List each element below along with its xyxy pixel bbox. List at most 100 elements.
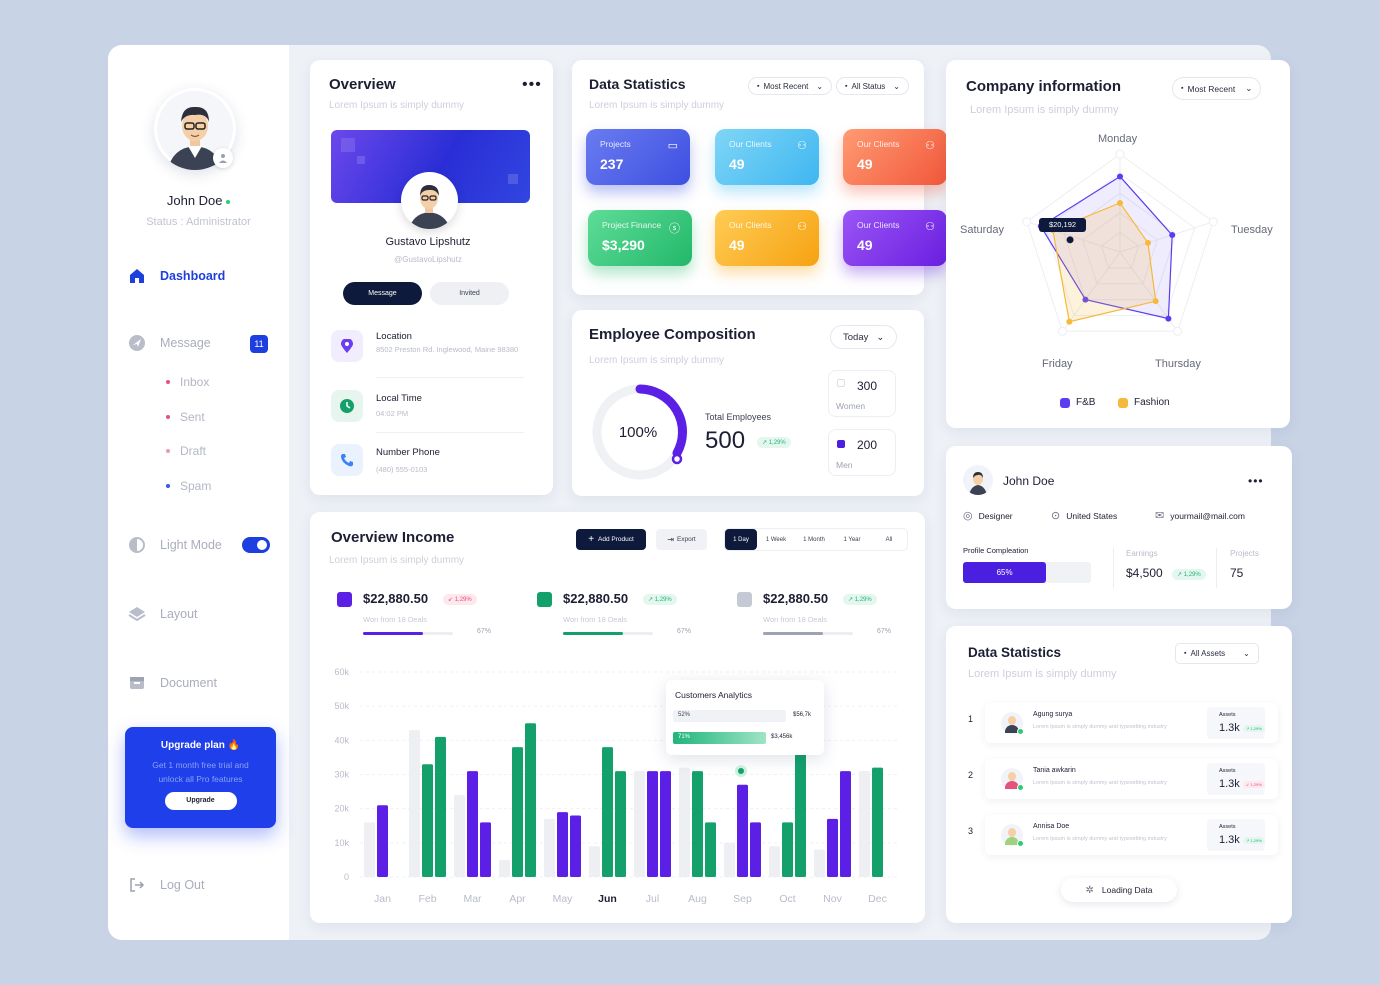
bar-jul[interactable] (634, 771, 645, 877)
assets-title: Data Statistics (968, 645, 1062, 660)
export-button[interactable]: ⇥ Export (656, 529, 707, 550)
radar-fashion-point[interactable] (1117, 200, 1123, 206)
nav-spam[interactable]: Spam (166, 479, 211, 493)
light-mode-toggle[interactable] (242, 537, 270, 553)
bar-sep[interactable] (737, 784, 748, 877)
home-icon (128, 267, 146, 285)
bar-jul[interactable] (660, 771, 671, 877)
bar-sep[interactable] (724, 842, 735, 877)
nav-layout[interactable]: Layout (128, 605, 198, 623)
range-tab[interactable]: 1 Week (765, 536, 787, 543)
all-assets-label: All Assets (1190, 649, 1226, 658)
upgrade-button[interactable]: Upgrade (164, 792, 237, 810)
bar-may[interactable] (557, 812, 568, 877)
overview-avatar[interactable] (401, 172, 458, 229)
bar-aug[interactable] (692, 771, 703, 877)
bar-feb[interactable] (409, 730, 420, 877)
clients-tile[interactable]: Our Clients 49 ⚇ (843, 210, 947, 266)
bar-mar[interactable] (454, 795, 465, 877)
asset-row[interactable]: Agung surya Lorem Ipsum is simply dummy … (985, 703, 1278, 743)
women-value: 300 (857, 379, 878, 393)
bar-may[interactable] (570, 815, 581, 878)
bar-apr[interactable] (525, 723, 536, 877)
bar-mar[interactable] (467, 771, 478, 877)
bar-nov[interactable] (840, 771, 851, 877)
bar-sep[interactable] (750, 822, 761, 877)
most-recent-dropdown[interactable]: ▪ Most Recent ⌄ (748, 77, 833, 95)
range-tab[interactable]: 1 Day (725, 529, 757, 550)
user-name: John Doe (1003, 474, 1055, 488)
nav-dashboard[interactable]: Dashboard (128, 267, 225, 285)
nav-draft-label: Draft (180, 444, 207, 458)
company-most-recent-dropdown[interactable]: ▪ Most Recent ⌄ (1172, 77, 1262, 100)
nav-message[interactable]: Message (128, 334, 211, 352)
x-tick-label: Jan (374, 893, 391, 905)
radar-fb-point[interactable] (1165, 315, 1172, 322)
radar-fb-point[interactable] (1169, 232, 1176, 239)
tile-value: 49 (729, 156, 745, 172)
bar-jun[interactable] (615, 771, 626, 877)
today-dropdown[interactable]: Today ⌄ (830, 325, 898, 349)
radar-fashion-point[interactable] (1144, 239, 1151, 246)
radar-fb-point[interactable] (1082, 296, 1089, 303)
invited-button[interactable]: Invited (430, 282, 509, 305)
nav-inbox[interactable]: Inbox (166, 375, 209, 389)
avatar-icon (1001, 712, 1024, 735)
range-tab[interactable]: All (885, 536, 893, 543)
asset-row[interactable]: Tania awkarin Lorem Ipsum is simply dumm… (985, 759, 1278, 799)
avatar-user-badge-icon (213, 148, 233, 168)
asset-row[interactable]: Annisa Doe Lorem Ipsum is simply dummy a… (985, 815, 1278, 855)
all-status-dropdown[interactable]: ▪ All Status ⌄ (836, 77, 909, 95)
projects-tile[interactable]: Projects 237 ▭ (586, 129, 690, 185)
project-finance-tile[interactable]: Project Finance $3,290 ⓢ (588, 210, 692, 266)
bar-jan[interactable] (364, 822, 375, 877)
nav-logout[interactable]: Log Out (128, 876, 204, 894)
radar-fb-point[interactable] (1117, 173, 1123, 180)
bar-apr[interactable] (512, 747, 523, 877)
bar-feb[interactable] (435, 736, 446, 877)
nav-draft[interactable]: Draft (166, 444, 206, 458)
radar-grid (1026, 153, 1214, 332)
user-email[interactable]: ✉ yourmail@mail.com (1155, 509, 1245, 522)
user-avatar[interactable] (963, 465, 993, 495)
bar-mar[interactable] (480, 822, 491, 877)
asset-row-number: 2 (968, 770, 974, 780)
bar-dec[interactable] (859, 771, 870, 877)
add-product-button[interactable]: + Add Product (576, 529, 646, 550)
radar-fashion-point[interactable] (1152, 298, 1159, 305)
bar-nov[interactable] (827, 818, 838, 877)
bar-may[interactable] (544, 818, 555, 877)
clients-tile[interactable]: Our Clients 49 ⚇ (843, 129, 947, 185)
nav-document[interactable]: Document (128, 674, 217, 692)
overview-more-icon[interactable]: ••• (522, 76, 542, 93)
bar-jun[interactable] (602, 747, 613, 877)
message-button[interactable]: Message (343, 282, 422, 305)
bar-oct[interactable] (795, 747, 806, 877)
bar-jul[interactable] (647, 771, 658, 877)
avatar-icon (1001, 824, 1024, 847)
bar-oct[interactable] (782, 822, 793, 877)
bar-apr[interactable] (499, 859, 510, 877)
time-label: Local Time (376, 393, 422, 404)
range-tab[interactable]: 1 Year (843, 536, 861, 543)
bar-nov[interactable] (814, 849, 825, 877)
radar-fashion-point[interactable] (1066, 318, 1073, 325)
bar-dec[interactable] (872, 767, 883, 877)
range-tab[interactable]: 1 Month (803, 536, 825, 543)
bar-feb[interactable] (422, 764, 433, 877)
bar-jan[interactable] (377, 805, 388, 877)
clients-tile[interactable]: Our Clients 49 ⚇ (715, 210, 819, 266)
legend-fashion: Fashion (1118, 397, 1170, 408)
clients-tile[interactable]: Our Clients 49 ⚇ (715, 129, 819, 185)
bar-aug[interactable] (705, 822, 716, 877)
profile-completion-pct: 65% (996, 568, 1013, 577)
bar-aug[interactable] (679, 767, 690, 877)
bar-jun[interactable] (589, 846, 600, 877)
legend-swatch (1060, 397, 1070, 408)
user-more-icon[interactable]: ••• (1248, 474, 1264, 488)
all-assets-dropdown[interactable]: ▪ All Assets ⌄ (1175, 643, 1259, 664)
loading-data-button[interactable]: ✲ Loading Data (1061, 878, 1177, 902)
income-progress (563, 632, 653, 635)
bar-oct[interactable] (769, 846, 780, 877)
nav-sent[interactable]: Sent (166, 410, 205, 424)
